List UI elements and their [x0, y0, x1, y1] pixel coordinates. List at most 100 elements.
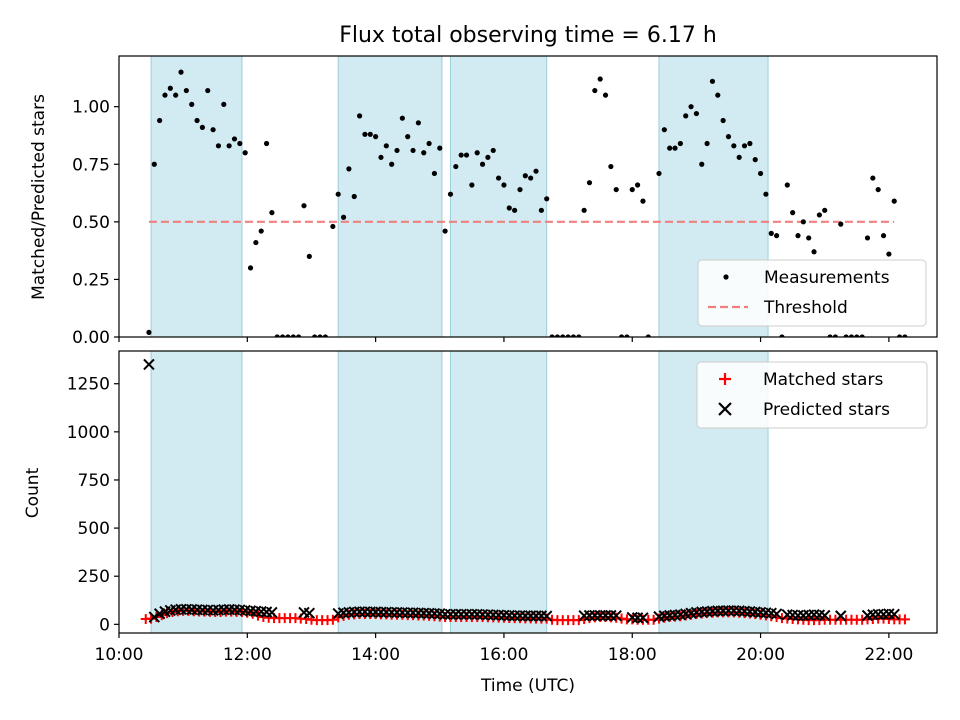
x-tick-label: 12:00 — [223, 645, 272, 665]
measurement-point — [469, 182, 475, 188]
measurement-point — [683, 113, 689, 119]
measurement-point — [635, 182, 641, 188]
y-tick-label-bottom: 500 — [78, 519, 110, 539]
measurement-point — [247, 265, 254, 271]
measurement-point — [285, 334, 291, 337]
measurement-point — [667, 145, 673, 151]
predicted-star-point — [266, 606, 278, 619]
measurement-point — [795, 233, 801, 239]
measurement-point — [410, 147, 416, 154]
shaded-interval-bottom-2 — [449, 350, 548, 634]
measurement-point — [560, 334, 566, 337]
measurement-point — [215, 143, 222, 149]
measurement-point — [725, 134, 732, 140]
measurement-point — [474, 150, 480, 156]
measurement-point — [237, 140, 243, 147]
x-axis-label: Time (UTC) — [480, 676, 575, 696]
measurement-point — [231, 136, 238, 142]
measurement-point — [340, 214, 347, 220]
measurement-point — [442, 228, 448, 234]
measurement-point — [672, 145, 678, 151]
measurement-point — [816, 212, 822, 218]
measurement-point — [426, 140, 432, 147]
measurement-point — [405, 134, 411, 140]
measurement-point — [822, 207, 828, 213]
measurement-point — [373, 134, 379, 140]
measurement-point — [447, 191, 454, 197]
measurement-point — [544, 196, 550, 202]
measurement-point — [715, 92, 721, 98]
measurement-point — [522, 173, 528, 179]
measurement-point — [581, 207, 587, 213]
measurement-point — [891, 198, 897, 204]
measurement-point — [902, 334, 908, 337]
axes-frame-top — [118, 55, 938, 338]
y-tick-label-bottom: 0 — [99, 615, 110, 635]
measurement-point — [538, 207, 544, 213]
measurement-point — [458, 152, 464, 158]
axes-frame-bottom — [118, 350, 938, 634]
measurement-point — [720, 117, 726, 124]
measurement-point — [677, 140, 683, 147]
measurement-point — [549, 334, 555, 337]
predicted-star-point — [148, 611, 160, 623]
measurement-point — [346, 166, 352, 172]
measurement-point — [752, 157, 758, 163]
legend-label: Matched stars — [763, 370, 883, 390]
measurement-point — [399, 115, 405, 121]
shaded-interval-top-2 — [449, 55, 548, 338]
measurement-point — [528, 175, 534, 181]
measurement-point — [394, 147, 400, 154]
measurement-point — [517, 186, 523, 193]
measurement-point — [608, 163, 614, 170]
measurement-point — [378, 154, 384, 160]
matched-star-point — [327, 614, 338, 625]
measurement-point — [656, 170, 662, 177]
measurement-point — [709, 78, 716, 84]
top-y-axis-label: Matched/Predicted stars — [29, 94, 49, 300]
measurement-point — [431, 170, 438, 177]
measurement-point — [565, 334, 571, 337]
measurement-point — [205, 87, 211, 94]
measurement-point — [747, 140, 753, 147]
measurement-point — [586, 180, 593, 186]
measurement-point — [274, 334, 280, 337]
legend-label: Predicted stars — [763, 400, 890, 420]
measurement-point — [322, 334, 328, 337]
measurement-point — [533, 168, 539, 174]
measurement-point — [296, 334, 302, 337]
measurement-point — [194, 117, 200, 124]
measurement-point — [335, 191, 341, 197]
measurement-point — [800, 219, 806, 225]
measurement-point — [704, 140, 710, 147]
measurement-point — [263, 140, 270, 147]
measurement-point — [301, 203, 307, 209]
measurement-point — [790, 210, 796, 216]
measurement-point — [210, 127, 216, 133]
predicted-star-point — [143, 358, 155, 371]
y-tick-label-top: 0.50 — [72, 213, 110, 233]
measurement-point — [763, 191, 769, 197]
measurement-point — [838, 221, 844, 227]
x-tick-label: 20:00 — [736, 645, 785, 665]
measurement-point — [645, 334, 651, 337]
measurement-point — [736, 154, 742, 160]
legend-marker — [719, 373, 731, 385]
measurement-point — [146, 329, 152, 335]
matched-star-point — [899, 614, 910, 625]
measurement-point — [768, 230, 774, 236]
predicted-star-point — [610, 609, 622, 622]
measurement-point — [757, 170, 764, 177]
shaded-interval-bottom-0 — [150, 350, 243, 634]
measurement-point — [421, 150, 427, 156]
measurement-point — [199, 124, 206, 131]
measurement-point — [854, 334, 860, 337]
measurement-point — [415, 120, 421, 126]
predicted-star-point — [770, 608, 783, 620]
legend-bottom: Matched stars Predicted stars — [696, 361, 928, 429]
measurement-point — [832, 334, 839, 337]
plot-area-bottom — [140, 358, 910, 626]
shaded-interval-bottom-1 — [337, 350, 443, 634]
measurement-point — [779, 334, 785, 337]
bottom-y-axis-label: Count — [23, 467, 43, 518]
